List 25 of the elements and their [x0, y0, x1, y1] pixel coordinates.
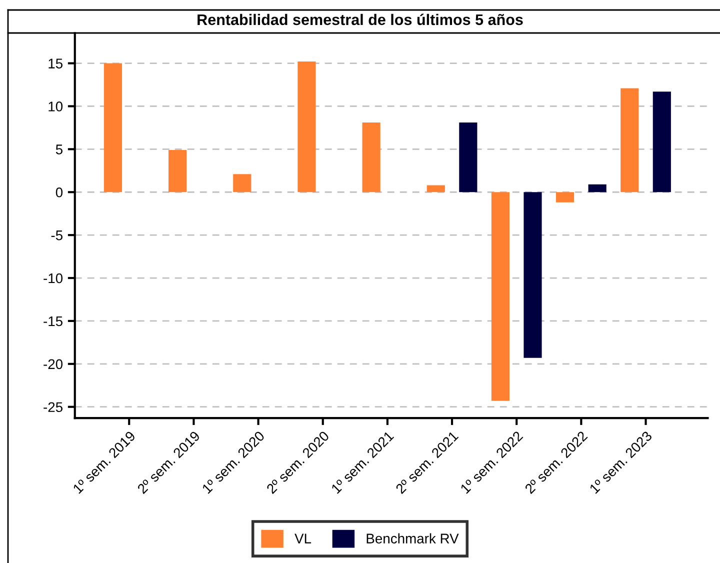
bar: [588, 184, 606, 192]
y-tick-label: -20: [44, 359, 63, 370]
bar: [491, 192, 510, 401]
y-tick-label: -25: [44, 402, 62, 412]
y-tick-label: -10: [44, 273, 63, 284]
bar: [459, 122, 478, 192]
bar: [298, 62, 316, 192]
bar: [233, 174, 252, 192]
legend-label: Benchmark RV: [366, 533, 459, 544]
y-tick-label: 0: [56, 187, 63, 198]
bar: [652, 92, 671, 192]
chart-title: Rentabilidad semestral de los últimos 5 años: [198, 14, 523, 26]
bar: [104, 63, 122, 192]
y-tick-label: -15: [44, 316, 62, 326]
bar: [426, 185, 445, 192]
bar: [620, 88, 639, 192]
legend-label: VL: [294, 534, 312, 544]
bar: [556, 192, 574, 202]
y-tick-label: 15: [48, 58, 62, 68]
bar: [524, 192, 542, 358]
bar: [168, 150, 187, 192]
y-tick-label: -5: [51, 230, 62, 240]
bar: [362, 122, 380, 192]
y-tick-label: 10: [48, 102, 63, 112]
y-tick-label: 5: [56, 144, 62, 154]
